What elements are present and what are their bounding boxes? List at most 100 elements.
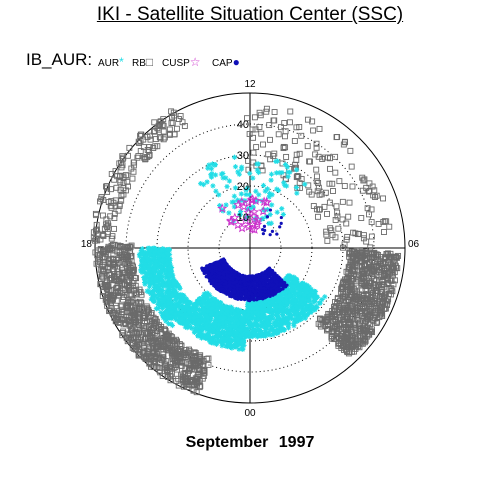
aur-point — [177, 294, 183, 300]
aur-point — [208, 174, 215, 180]
rb-point — [372, 194, 379, 200]
rb-point — [372, 284, 379, 291]
aur-point — [147, 253, 153, 259]
legend-item-aur: AUR* — [98, 55, 124, 69]
rb-point — [381, 294, 387, 301]
rb-point — [120, 185, 127, 192]
rb-point — [167, 343, 173, 350]
aur-point — [236, 327, 242, 333]
aur-point — [230, 308, 236, 314]
rb-point — [152, 136, 159, 143]
aur-point — [284, 285, 291, 292]
aur-point — [295, 280, 301, 286]
aur-point — [220, 318, 226, 324]
rb-point — [348, 163, 355, 170]
rb-point — [156, 360, 163, 367]
aur-point — [177, 305, 183, 311]
aur-point — [192, 321, 199, 328]
aur-point — [225, 313, 231, 319]
rb-point — [120, 154, 127, 161]
rb-point — [103, 272, 110, 279]
aur-point — [213, 307, 219, 314]
rb-point — [119, 285, 126, 292]
aur-point — [319, 296, 325, 303]
aur-point — [195, 317, 201, 323]
aur-point — [159, 268, 165, 274]
aur-point — [195, 298, 201, 305]
aur-point — [217, 202, 223, 209]
aur-point — [300, 280, 306, 286]
aur-point — [213, 318, 219, 325]
aur-point — [212, 162, 218, 168]
aur-point — [304, 289, 310, 295]
radial-grid-circle — [187, 185, 313, 311]
aur-point — [190, 308, 196, 314]
rb-point — [323, 228, 330, 235]
aur-point — [288, 288, 294, 294]
aur-point — [143, 273, 149, 279]
aur-point — [276, 298, 282, 304]
aur-point — [253, 327, 259, 333]
rb-point — [341, 301, 348, 308]
aur-point — [179, 298, 185, 304]
rb-point — [167, 368, 174, 374]
aur-point — [226, 330, 233, 336]
aur-point — [266, 194, 272, 200]
aur-point — [165, 254, 171, 261]
aur-point — [218, 171, 225, 177]
dot-marker-icon: ● — [232, 55, 240, 69]
aur-point — [157, 247, 164, 253]
aur-point — [215, 322, 222, 328]
rb-point — [133, 275, 140, 282]
rb-point — [105, 294, 112, 301]
aur-point — [201, 307, 207, 314]
rb-point — [119, 332, 126, 339]
aur-point — [214, 338, 221, 344]
aur-point — [291, 274, 297, 280]
rb-point — [146, 360, 153, 367]
rb-point — [345, 298, 352, 305]
rb-point — [104, 265, 111, 272]
rb-point — [367, 328, 374, 335]
rb-point — [168, 108, 175, 115]
rb-point — [332, 234, 339, 241]
rb-point — [361, 339, 368, 346]
aur-point — [181, 304, 187, 310]
aur-point — [164, 251, 171, 257]
aur-point — [166, 246, 172, 253]
rb-point — [332, 153, 339, 160]
rb-point — [354, 231, 361, 238]
rb-point — [387, 254, 394, 261]
aur-point — [229, 316, 235, 322]
aur-point — [205, 308, 211, 314]
rb-point — [152, 320, 159, 326]
aur-point — [186, 314, 192, 321]
rb-point — [117, 173, 124, 180]
aur-point — [169, 299, 175, 305]
rb-point — [371, 187, 378, 194]
rb-point — [144, 329, 151, 336]
rb-point — [178, 342, 185, 349]
aur-point — [236, 308, 242, 315]
aur-point — [176, 311, 182, 317]
rb-point — [360, 232, 367, 239]
rb-point — [346, 199, 353, 206]
rb-point — [382, 265, 389, 272]
rb-point — [112, 168, 119, 175]
aur-point — [258, 330, 264, 336]
aur-point — [255, 169, 262, 176]
rb-point — [355, 249, 362, 256]
rb-point — [368, 219, 375, 226]
rb-point — [93, 260, 100, 267]
aur-point — [296, 301, 302, 307]
rb-point — [373, 253, 380, 260]
rb-point — [99, 231, 106, 238]
aur-point — [226, 210, 232, 216]
aur-point — [236, 346, 242, 352]
aur-point — [297, 290, 303, 296]
aur-point — [166, 279, 172, 285]
aur-point — [159, 287, 165, 293]
rb-point — [361, 337, 368, 344]
aur-point — [286, 309, 292, 315]
aur-point — [267, 327, 274, 333]
